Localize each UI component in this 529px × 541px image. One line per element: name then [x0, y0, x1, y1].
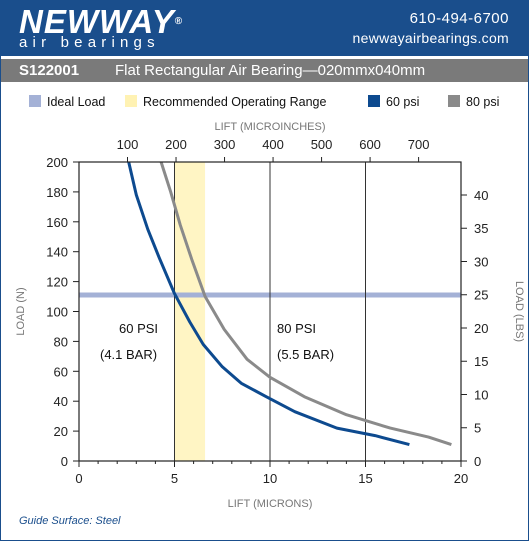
x2-axis-title: LIFT (MICROINCHES): [214, 121, 325, 133]
part-number: S122001: [19, 62, 80, 79]
legend-item-recommended: Recommended Operating Range: [125, 93, 326, 111]
y-tick-label: 120: [46, 275, 68, 290]
y-tick-label: 0: [61, 454, 68, 469]
brand-logo: NEWWAY®: [19, 3, 184, 40]
y2-tick-label: 40: [474, 188, 488, 203]
y-tick-label: 100: [46, 305, 68, 320]
legend-label-recommended: Recommended Operating Range: [143, 95, 327, 109]
guide-surface-note: Guide Surface: Steel: [19, 515, 121, 527]
y-tick-label: 20: [54, 424, 68, 439]
recommended-range-band: [174, 162, 206, 461]
brand-tagline: air bearings: [19, 34, 160, 51]
y2-tick-label: 35: [474, 221, 488, 236]
y-tick-label: 140: [46, 245, 68, 260]
legend-label-80psi: 80 psi: [466, 95, 500, 109]
legend-item-80psi: 80 psi: [448, 93, 499, 111]
x-tick-label: 15: [358, 471, 372, 486]
annotation-60psi: 60 PSI: [119, 321, 158, 336]
x2-tick-label: 700: [408, 137, 430, 152]
x2-tick-label: 200: [165, 137, 187, 152]
y2-tick-label: 15: [474, 354, 488, 369]
legend-item-60psi: 60 psi: [368, 93, 419, 111]
legend-item-ideal-load: Ideal Load: [29, 93, 105, 111]
y-axis-title: LOAD (N): [15, 287, 27, 335]
y2-tick-label: 20: [474, 321, 488, 336]
part-name: Flat Rectangular Air Bearing—020mmx040mm: [115, 62, 426, 79]
y2-tick-label: 10: [474, 387, 488, 402]
header-banner: NEWWAY® air bearings 610-494-6700 newway…: [1, 1, 528, 56]
y-tick-label: 180: [46, 185, 68, 200]
annotation-80psi: 80 PSI: [277, 321, 316, 336]
x-axis-title: LIFT (MICRONS): [228, 498, 313, 510]
x-tick-label: 10: [263, 471, 277, 486]
x2-tick-label: 100: [117, 137, 139, 152]
y-tick-label: 40: [54, 394, 68, 409]
phone-number: 610-494-6700: [409, 10, 509, 27]
legend: Ideal Load Recommended Operating Range 6…: [1, 93, 528, 111]
legend-label-ideal-load: Ideal Load: [47, 95, 106, 109]
x-tick-label: 5: [171, 471, 178, 486]
y-tick-label: 160: [46, 215, 68, 230]
x-tick-label: 0: [75, 471, 82, 486]
y2-tick-label: 0: [474, 454, 481, 469]
website-link[interactable]: newwayairbearings.com: [352, 30, 509, 46]
legend-swatch-recommended: [125, 95, 137, 107]
x2-tick-label: 400: [262, 137, 284, 152]
annotation-60psi-bar: (4.1 BAR): [100, 347, 157, 362]
x-tick-label: 20: [454, 471, 468, 486]
legend-label-60psi: 60 psi: [386, 95, 420, 109]
y2-tick-label: 30: [474, 254, 488, 269]
y2-tick-label: 25: [474, 288, 488, 303]
y-tick-label: 200: [46, 155, 68, 170]
x2-tick-label: 300: [214, 137, 236, 152]
series-line-80psi: [159, 161, 452, 447]
x2-tick-label: 500: [311, 137, 333, 152]
legend-swatch-60psi: [368, 95, 380, 107]
series-line-60psi: [127, 161, 410, 447]
x2-tick-label: 600: [359, 137, 381, 152]
legend-swatch-80psi: [448, 95, 460, 107]
y-tick-label: 60: [54, 364, 68, 379]
annotation-80psi-bar: (5.5 BAR): [277, 347, 334, 362]
y2-axis-title: LOAD (LBS): [513, 281, 525, 342]
y-tick-label: 80: [54, 334, 68, 349]
y2-tick-label: 5: [474, 421, 481, 436]
title-bar: S122001 Flat Rectangular Air Bearing—020…: [1, 59, 528, 82]
legend-swatch-ideal-load: [29, 95, 41, 107]
